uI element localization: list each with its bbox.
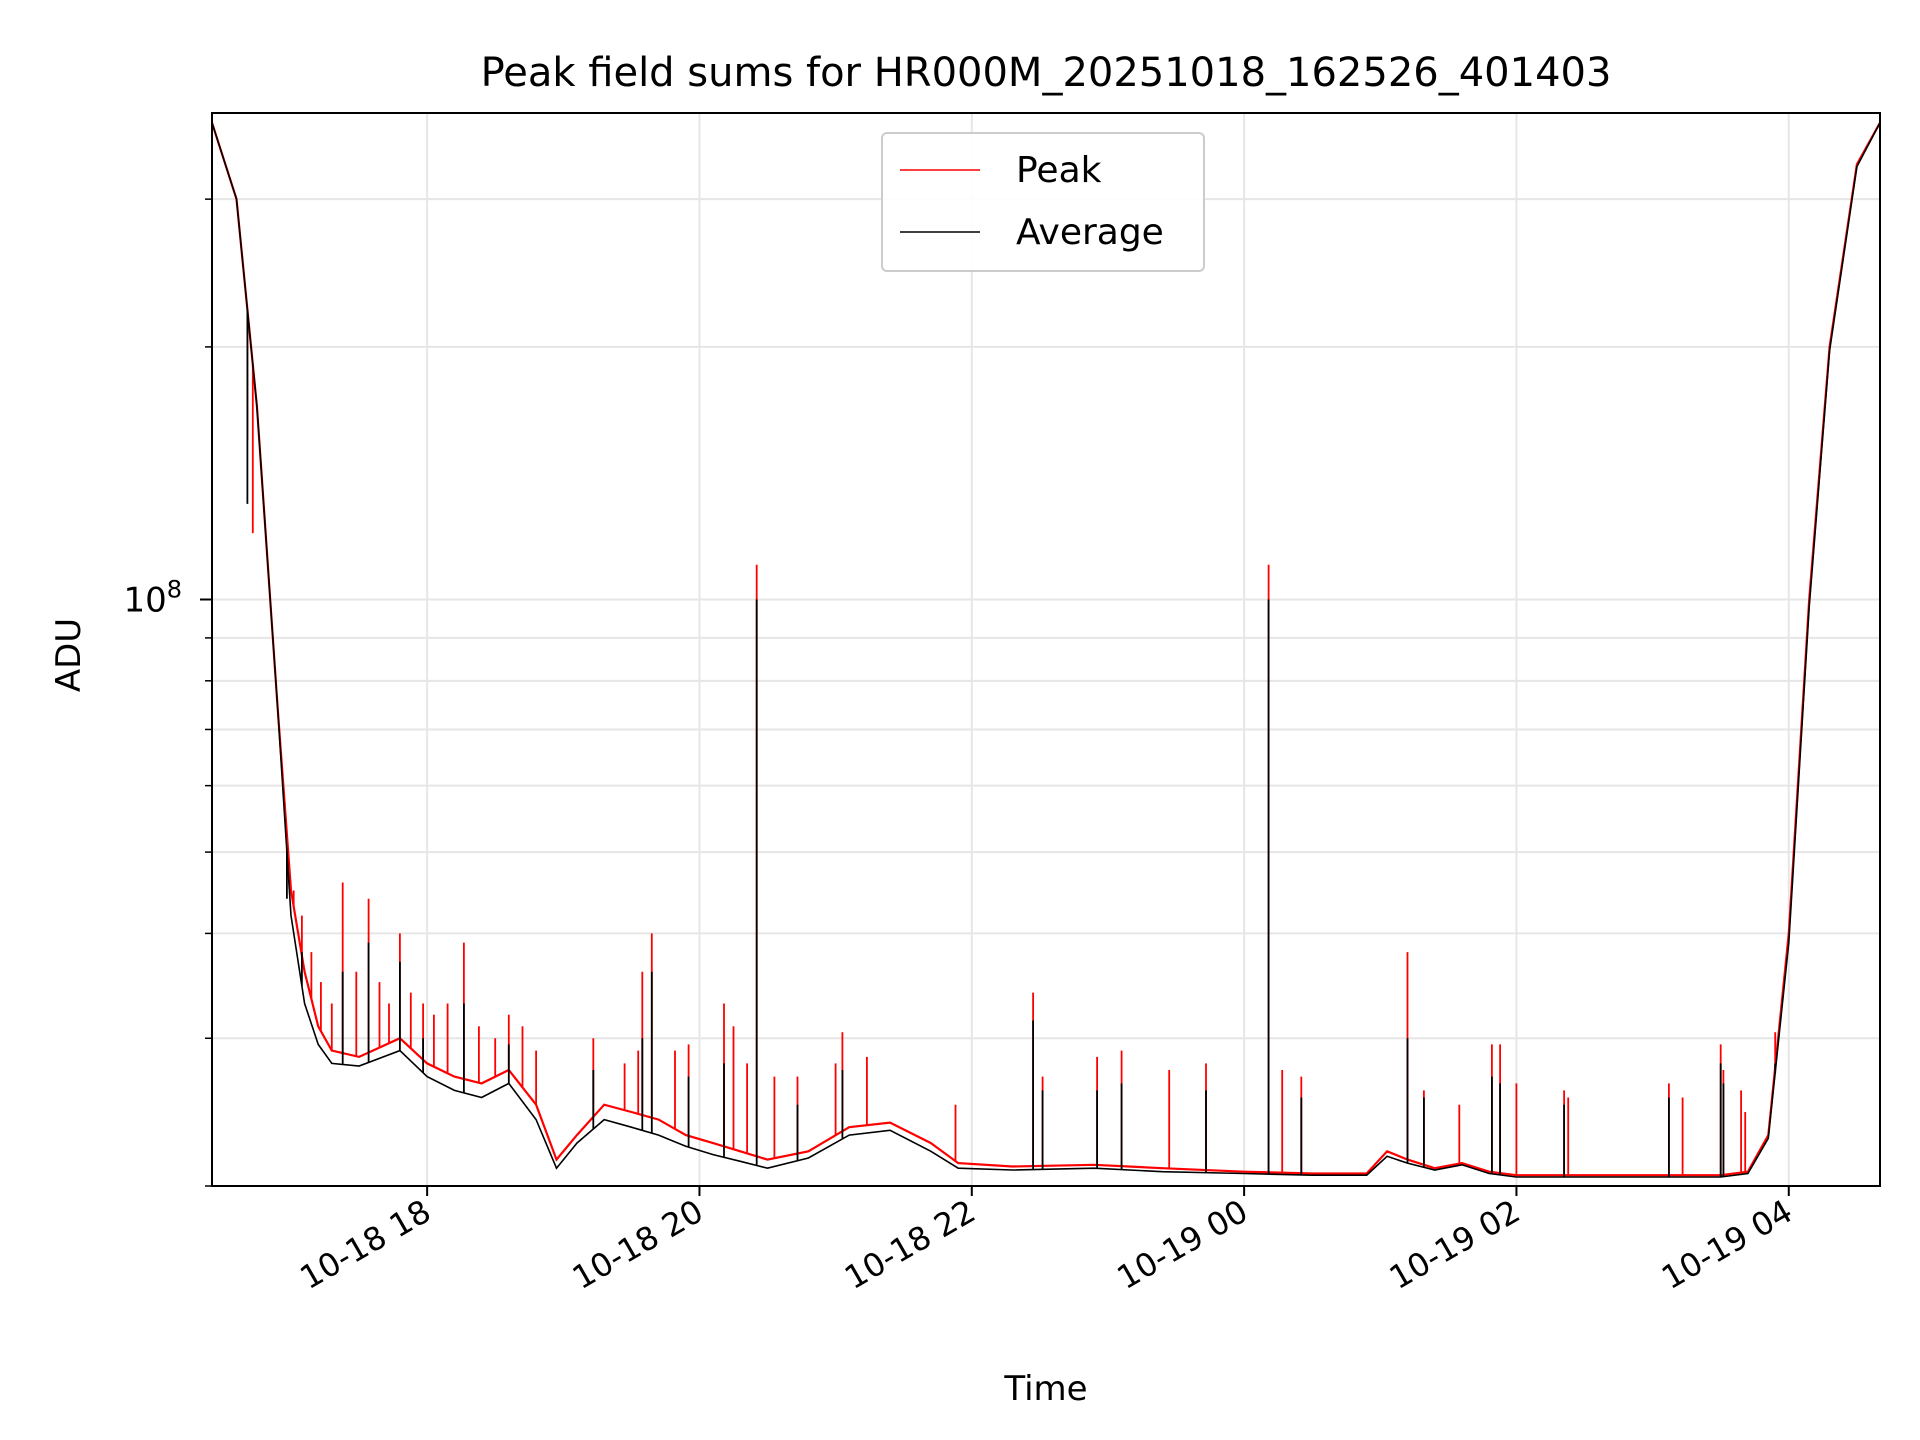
legend-box xyxy=(881,132,1205,272)
x-axis-label: Time xyxy=(1003,1369,1087,1409)
legend: Peak Average xyxy=(881,132,1205,272)
chart-title: Peak field sums for HR000M_20251018_1625… xyxy=(481,50,1612,96)
legend-average-label: Average xyxy=(1016,212,1164,253)
x-axis: 10-18 18 10-18 20 10-18 22 10-19 00 10-19 02… xyxy=(294,1186,1799,1297)
legend-peak-label: Peak xyxy=(1016,150,1102,191)
x-tick-label: 10-18 18 xyxy=(294,1192,438,1297)
x-tick-label: 10-18 20 xyxy=(566,1192,710,1297)
grid xyxy=(212,113,1880,1187)
series-average-line xyxy=(211,122,1881,1178)
series-peak-line xyxy=(210,122,1881,1177)
y-axis: 108 xyxy=(123,198,212,1187)
x-tick-label: 10-19 02 xyxy=(1383,1192,1527,1297)
x-tick-label: 10-18 22 xyxy=(838,1192,982,1297)
x-tick-label: 10-19 00 xyxy=(1111,1192,1255,1297)
plot-area xyxy=(210,122,1881,1178)
y-tick-label: 108 xyxy=(123,575,182,620)
plot-frame xyxy=(211,112,1881,1187)
x-tick-label: 10-19 04 xyxy=(1655,1192,1799,1297)
y-axis-label: ADU xyxy=(49,618,89,692)
